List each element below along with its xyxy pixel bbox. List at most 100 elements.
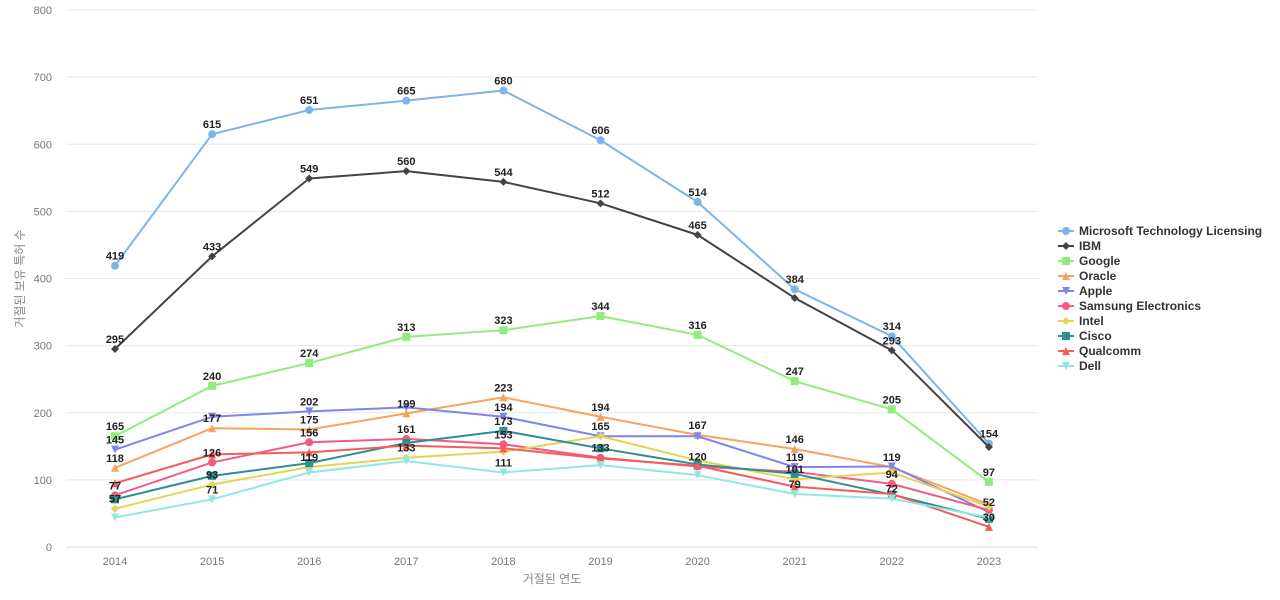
series-line — [114, 429, 990, 520]
data-point[interactable] — [596, 199, 605, 208]
data-point[interactable] — [887, 479, 896, 488]
legend-label: Oracle — [1079, 269, 1117, 283]
data-point[interactable] — [208, 424, 217, 433]
data-point[interactable] — [499, 177, 508, 186]
data-point[interactable] — [693, 471, 702, 480]
legend-item[interactable]: Google — [1058, 254, 1121, 268]
data-point[interactable] — [790, 285, 799, 294]
data-point[interactable] — [984, 502, 993, 511]
data-point[interactable] — [305, 174, 314, 183]
data-point[interactable] — [790, 377, 799, 386]
data-point[interactable] — [208, 381, 217, 390]
data-point[interactable] — [499, 468, 508, 477]
series-dell — [111, 457, 993, 522]
data-point[interactable] — [305, 438, 314, 447]
data-point[interactable] — [984, 442, 993, 451]
data-point[interactable] — [887, 494, 896, 503]
data-point[interactable] — [402, 403, 411, 412]
data-point[interactable] — [693, 432, 702, 441]
data-point[interactable] — [499, 426, 508, 435]
data-point[interactable] — [402, 167, 411, 176]
data-point[interactable] — [887, 468, 896, 477]
data-label: 52 — [983, 497, 995, 509]
data-point[interactable] — [111, 513, 119, 522]
legend-item[interactable]: Apple — [1058, 284, 1113, 298]
series-line — [114, 315, 990, 483]
data-point[interactable] — [402, 332, 411, 341]
data-point[interactable] — [111, 261, 119, 270]
data-point[interactable] — [402, 441, 411, 450]
data-point[interactable] — [402, 96, 411, 105]
data-point[interactable] — [111, 432, 119, 441]
data-label: 314 — [883, 321, 902, 333]
data-label: 384 — [786, 274, 805, 286]
data-point[interactable] — [111, 463, 119, 472]
data-point[interactable] — [596, 312, 605, 321]
data-point[interactable] — [208, 495, 217, 504]
y-tick-label: 500 — [34, 206, 52, 218]
legend-item[interactable]: Oracle — [1058, 269, 1117, 283]
data-point[interactable] — [208, 130, 217, 139]
data-point[interactable] — [984, 477, 993, 486]
data-point[interactable] — [208, 480, 217, 489]
data-point[interactable] — [111, 344, 119, 353]
data-point[interactable] — [305, 106, 314, 115]
data-point[interactable] — [499, 326, 508, 335]
legend-item[interactable]: Cisco — [1058, 329, 1112, 343]
data-point[interactable] — [208, 458, 217, 467]
data-point[interactable] — [693, 330, 702, 339]
data-point[interactable] — [305, 425, 314, 434]
data-point[interactable] — [208, 252, 217, 261]
data-point[interactable] — [111, 495, 119, 504]
data-point[interactable] — [305, 448, 314, 457]
legend-label: Intel — [1079, 314, 1104, 328]
legend-item[interactable]: Dell — [1058, 359, 1101, 373]
data-point[interactable] — [111, 504, 119, 513]
data-point[interactable] — [596, 454, 605, 463]
data-point[interactable] — [111, 479, 119, 488]
data-point[interactable] — [790, 482, 799, 491]
data-point[interactable] — [499, 393, 508, 402]
data-point[interactable] — [402, 457, 411, 466]
data-point[interactable] — [596, 432, 605, 441]
data-point[interactable] — [790, 489, 799, 498]
y-tick-label: 800 — [34, 5, 52, 17]
data-point[interactable] — [693, 197, 702, 206]
data-point[interactable] — [208, 471, 217, 480]
data-point[interactable] — [790, 463, 799, 472]
data-point[interactable] — [499, 440, 508, 449]
data-point[interactable] — [887, 462, 896, 471]
legend-item[interactable]: Intel — [1058, 314, 1104, 328]
data-point[interactable] — [305, 468, 314, 477]
data-point[interactable] — [790, 444, 799, 453]
data-point[interactable] — [790, 469, 799, 478]
data-point[interactable] — [596, 412, 605, 421]
data-point[interactable] — [208, 450, 217, 459]
data-point[interactable] — [305, 359, 314, 368]
data-point[interactable] — [499, 412, 508, 421]
data-point[interactable] — [693, 461, 702, 470]
data-point[interactable] — [596, 136, 605, 145]
data-point[interactable] — [111, 445, 119, 454]
data-point[interactable] — [499, 86, 508, 95]
data-point[interactable] — [596, 461, 605, 470]
data-point[interactable] — [790, 293, 799, 302]
data-point[interactable] — [984, 522, 993, 531]
data-point[interactable] — [305, 407, 314, 416]
data-point[interactable] — [596, 444, 605, 453]
data-point[interactable] — [887, 346, 896, 355]
data-point[interactable] — [887, 332, 896, 341]
data-label: 30 — [983, 512, 995, 524]
data-point[interactable] — [305, 459, 314, 468]
legend-item[interactable]: Qualcomm — [1058, 344, 1141, 358]
data-point[interactable] — [984, 513, 993, 522]
data-point[interactable] — [887, 405, 896, 414]
legend-item[interactable]: IBM — [1058, 239, 1101, 253]
legend-item[interactable]: Samsung Electronics — [1058, 299, 1201, 313]
data-point[interactable] — [693, 230, 702, 239]
data-labels: 419 295 165 145 118 77 57 615 433 240 177 126 93 71 65… — [106, 76, 999, 524]
legend-item[interactable]: Microsoft Technology Licensing — [1058, 224, 1262, 238]
data-point[interactable] — [402, 409, 411, 418]
data-point[interactable] — [499, 444, 508, 453]
data-point[interactable] — [208, 412, 217, 421]
